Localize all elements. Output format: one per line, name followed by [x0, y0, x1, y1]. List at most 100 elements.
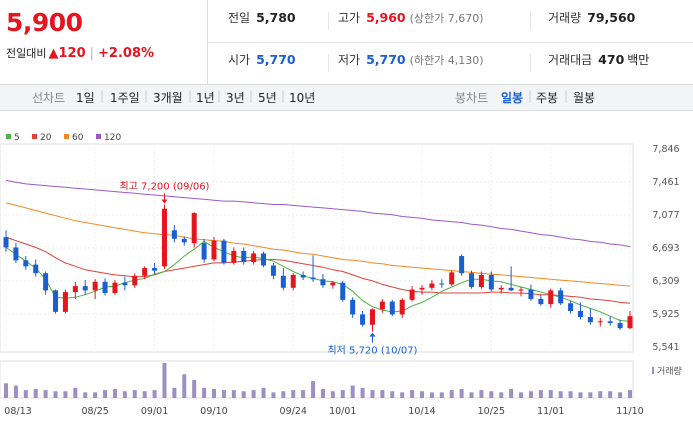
candle-body: [469, 273, 475, 287]
candle-body: [597, 321, 603, 323]
candle-body: [62, 292, 68, 312]
candle-body: [488, 274, 494, 290]
volume-border: [0, 360, 634, 399]
volume-bar: [4, 383, 8, 398]
candle-body: [389, 301, 395, 315]
volume-bar: [43, 390, 48, 398]
range-5y[interactable]: 5년: [258, 91, 277, 105]
stats-row-1: 전일 5,780 고가 5,960 (상한가 7,670) 거래량 79,560: [208, 0, 693, 43]
x-tick-label: 10/25: [478, 406, 505, 417]
volume-bar: [93, 392, 98, 398]
candle-body: [439, 283, 445, 285]
range-1y[interactable]: 1년: [196, 91, 215, 105]
stat-value: 470: [598, 52, 625, 67]
toolbar-divider: |: [564, 89, 569, 103]
volume-bar: [598, 391, 603, 398]
volume-bar: [132, 390, 137, 398]
stat-sub: (상한가 7,670): [409, 12, 484, 25]
stat-divider: [328, 12, 329, 30]
volume-bar: [588, 392, 593, 398]
volume-bar: [162, 363, 167, 398]
range-3m[interactable]: 3개월: [153, 91, 183, 105]
price-box: 5,900 전일대비 ▲120 | +2.08%: [0, 0, 208, 84]
y-tick-label: 5,925: [652, 309, 679, 320]
legend-swatch-20: [32, 134, 37, 139]
candle-body: [270, 265, 276, 276]
volume-bar: [63, 391, 68, 398]
candle-body: [82, 286, 88, 291]
toolbar-divider: |: [281, 89, 286, 103]
toolbar-divider: |: [144, 89, 149, 103]
volume-bar: [112, 388, 117, 398]
volume-bar: [202, 387, 207, 398]
price-chart: 5 20 60 120 최고 7,200 (09/06) 최저 5,720 (10/07…: [0, 133, 682, 417]
x-tick-label: 10/01: [329, 406, 356, 417]
volume-bars: 거래량: [0, 360, 682, 399]
candle-body: [171, 230, 177, 239]
candle-body: [221, 240, 227, 263]
candle-monthly[interactable]: 월봉: [573, 91, 596, 105]
volume-bar: [519, 392, 524, 398]
stat-divider: [328, 54, 329, 72]
volume-bar: [469, 392, 474, 398]
volume-bar: [83, 392, 88, 398]
volume-bar: [251, 390, 256, 398]
volume-bar: [291, 390, 296, 398]
candle-body: [459, 256, 465, 274]
candle-body: [211, 240, 217, 260]
volume-bar: [558, 391, 563, 398]
legend-label-120: 120: [104, 133, 121, 143]
y-tick-label: 7,461: [652, 177, 679, 188]
candle-body: [231, 250, 237, 263]
volume-bar: [429, 392, 434, 398]
ma120-line: [5, 179, 631, 248]
candle-body: [290, 274, 296, 288]
candle-body: [241, 250, 247, 263]
volume-bar: [231, 390, 236, 398]
candle-body: [132, 275, 138, 286]
legend-label-5: 5: [14, 133, 20, 143]
volume-bar: [499, 392, 504, 398]
volume-bar: [479, 390, 484, 398]
volume-bar: [420, 391, 424, 398]
candle-body: [558, 290, 564, 304]
stat-label: 거래대금: [548, 53, 593, 67]
candle-body: [112, 282, 118, 293]
candle-body: [310, 277, 316, 280]
range-10y[interactable]: 10년: [289, 91, 316, 105]
range-3y[interactable]: 3년: [226, 91, 245, 105]
stat-label: 시가: [228, 53, 251, 67]
volume-legend-swatch: [652, 367, 654, 374]
candle-body: [369, 309, 375, 325]
low-annotation: 최저 5,720 (10/07): [327, 345, 417, 357]
candle-weekly[interactable]: 주봉: [536, 91, 559, 105]
volume-bar: [618, 392, 623, 398]
volume-bar: [13, 385, 18, 398]
stat-divider: [530, 54, 531, 72]
candle-body: [161, 208, 167, 267]
candle-body: [409, 289, 415, 300]
candle-daily[interactable]: 일봉: [501, 91, 524, 105]
stat-low: 저가 5,770 (하한가 4,130): [338, 42, 484, 84]
volume-bar: [340, 390, 345, 398]
chart-annotations: 최고 7,200 (09/06) 최저 5,720 (10/07): [119, 180, 417, 356]
range-1w[interactable]: 1주일: [110, 91, 140, 105]
candle-body: [152, 268, 158, 271]
stat-value: 79,560: [587, 10, 636, 25]
x-tick-label: 09/01: [141, 406, 168, 417]
volume-bar: [528, 391, 533, 398]
volume-bar: [509, 388, 514, 398]
candle-body: [538, 298, 544, 305]
legend-label-60: 60: [72, 133, 84, 143]
legend-swatch-5: [6, 134, 11, 139]
volume-bar: [172, 387, 177, 398]
candle-body: [280, 275, 286, 288]
volume-bar: [311, 381, 316, 398]
range-1d[interactable]: 1일: [76, 91, 95, 105]
candlesticks: [3, 204, 633, 332]
candle-chart-label: 봉차트: [455, 91, 489, 105]
candle-body: [478, 274, 484, 287]
volume-bar: [320, 388, 325, 398]
candle-body: [498, 287, 504, 290]
volume-bar: [122, 391, 127, 398]
